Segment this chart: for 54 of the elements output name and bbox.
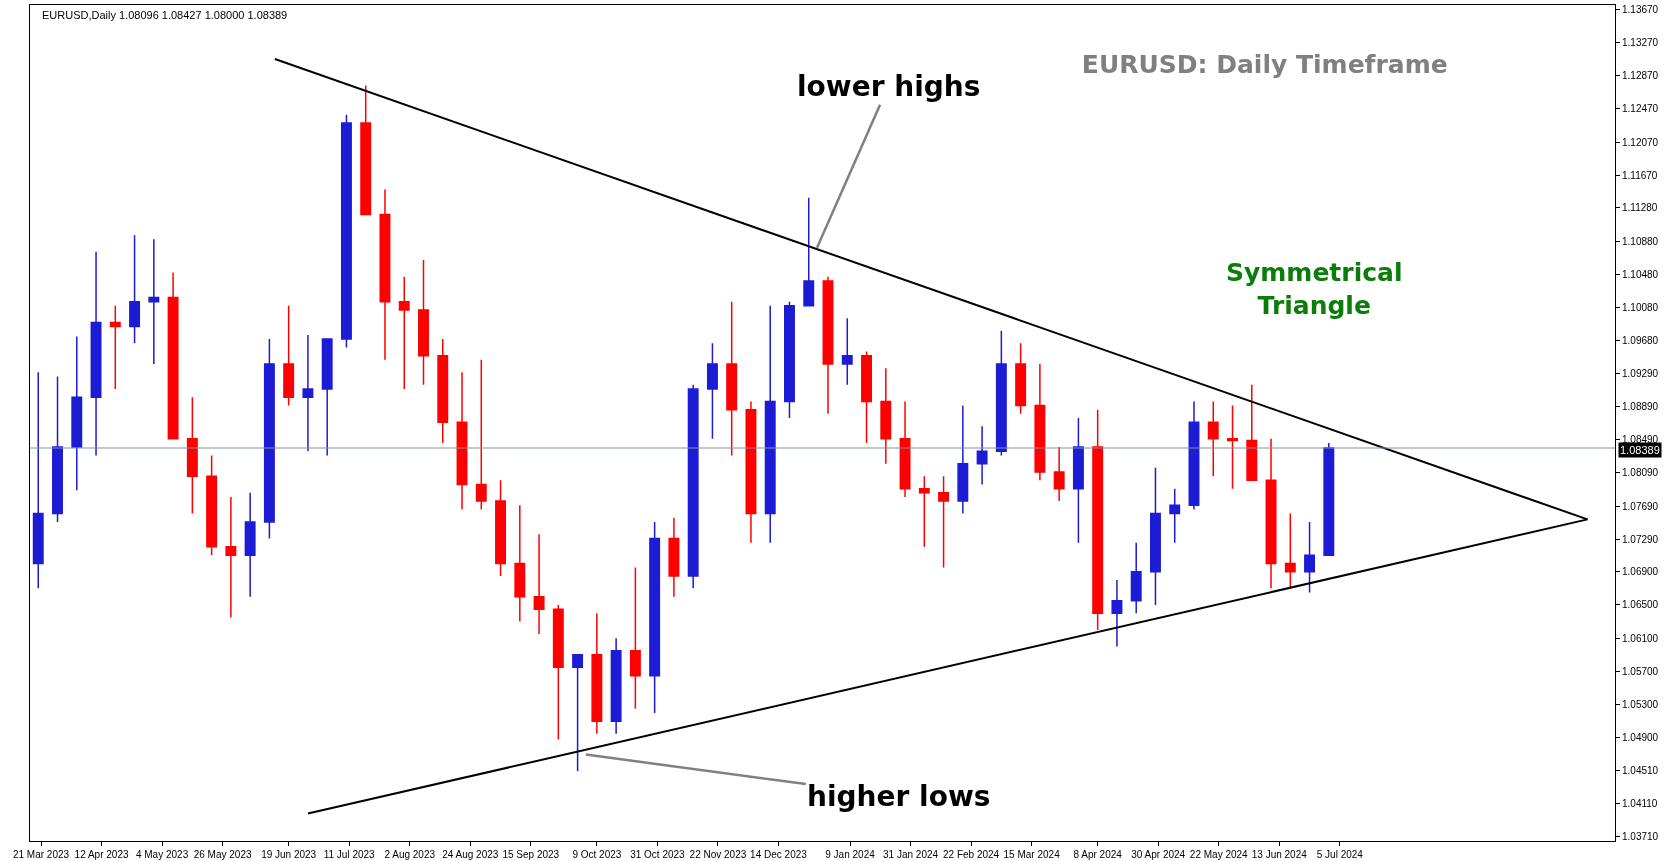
y-tick-label: 1.11280 bbox=[1622, 202, 1658, 214]
y-tick-label: 1.05700 bbox=[1622, 665, 1659, 677]
x-tick-label: 15 Sep 2023 bbox=[502, 849, 560, 860]
x-tick-label: 22 Nov 2023 bbox=[689, 849, 747, 860]
x-tick-label: 11 Jul 2023 bbox=[323, 849, 376, 860]
y-tick-label: 1.08890 bbox=[1622, 400, 1659, 412]
y-tick-label: 1.09680 bbox=[1622, 335, 1659, 347]
y-tick-label: 1.08490 bbox=[1622, 434, 1659, 446]
x-tick-label: 30 Apr 2024 bbox=[1131, 849, 1186, 860]
x-tick-label: 4 May 2023 bbox=[135, 849, 189, 860]
x-tick-label: 22 Feb 2024 bbox=[943, 849, 1000, 860]
annotation: lower highs bbox=[797, 70, 981, 103]
y-tick-label: 1.12070 bbox=[1622, 136, 1659, 148]
y-tick-label: 1.09290 bbox=[1622, 367, 1659, 379]
annotation: Symmetrical Triangle bbox=[1226, 258, 1403, 320]
x-tick-label: 15 Mar 2024 bbox=[1003, 849, 1061, 860]
y-tick-label: 1.07290 bbox=[1622, 533, 1659, 545]
x-tick-label: 9 Oct 2023 bbox=[572, 849, 622, 860]
x-tick-label: 9 Jan 2024 bbox=[825, 849, 876, 860]
y-tick-label: 1.13670 bbox=[1622, 3, 1659, 15]
y-tick-label: 1.06100 bbox=[1622, 632, 1659, 644]
x-tick-label: 14 Dec 2023 bbox=[750, 849, 808, 860]
y-tick-label: 1.04900 bbox=[1622, 732, 1659, 744]
y-tick-label: 1.11670 bbox=[1622, 169, 1658, 181]
ref-line-label: 1.08389 bbox=[1620, 444, 1660, 456]
y-tick-label: 1.08090 bbox=[1622, 467, 1659, 479]
x-tick-label: 21 Mar 2023 bbox=[12, 849, 70, 860]
x-tick-label: 26 May 2023 bbox=[193, 849, 252, 860]
x-tick-label: 24 Aug 2023 bbox=[442, 849, 499, 860]
x-tick-label: 31 Jan 2024 bbox=[883, 849, 939, 860]
y-tick-label: 1.05300 bbox=[1622, 699, 1659, 711]
y-tick-label: 1.04510 bbox=[1622, 764, 1659, 776]
x-tick-label: 12 Apr 2023 bbox=[74, 849, 129, 860]
x-tick-label: 31 Oct 2023 bbox=[630, 849, 686, 860]
y-tick-label: 1.12470 bbox=[1622, 103, 1659, 115]
annotation: higher lows bbox=[807, 780, 991, 813]
y-tick-label: 1.04110 bbox=[1622, 798, 1658, 810]
y-tick-label: 1.12870 bbox=[1622, 70, 1659, 82]
y-tick-label: 1.10080 bbox=[1622, 301, 1659, 313]
y-tick-label: 1.06500 bbox=[1622, 599, 1659, 611]
y-tick-label: 1.13270 bbox=[1622, 36, 1659, 48]
x-tick-label: 5 Jul 2024 bbox=[1316, 849, 1364, 860]
annotation: EURUSD,Daily 1.08096 1.08427 1.08000 1.08389 bbox=[42, 9, 288, 21]
text: EURUSD: Daily Timeframe bbox=[1081, 50, 1448, 80]
y-tick-label: 1.10480 bbox=[1622, 268, 1659, 280]
x-tick-label: 8 Apr 2024 bbox=[1073, 849, 1123, 860]
y-tick-label: 1.03710 bbox=[1622, 831, 1659, 843]
y-tick-label: 1.06900 bbox=[1622, 566, 1659, 578]
y-tick-label: 1.07690 bbox=[1622, 500, 1659, 512]
y-tick-label: 1.10880 bbox=[1622, 235, 1659, 247]
x-tick-label: 2 Aug 2023 bbox=[384, 849, 436, 860]
x-tick-label: 13 Jun 2024 bbox=[1251, 849, 1308, 860]
x-tick-label: 19 Jun 2023 bbox=[261, 849, 317, 860]
x-tick-label: 22 May 2024 bbox=[1189, 849, 1249, 860]
